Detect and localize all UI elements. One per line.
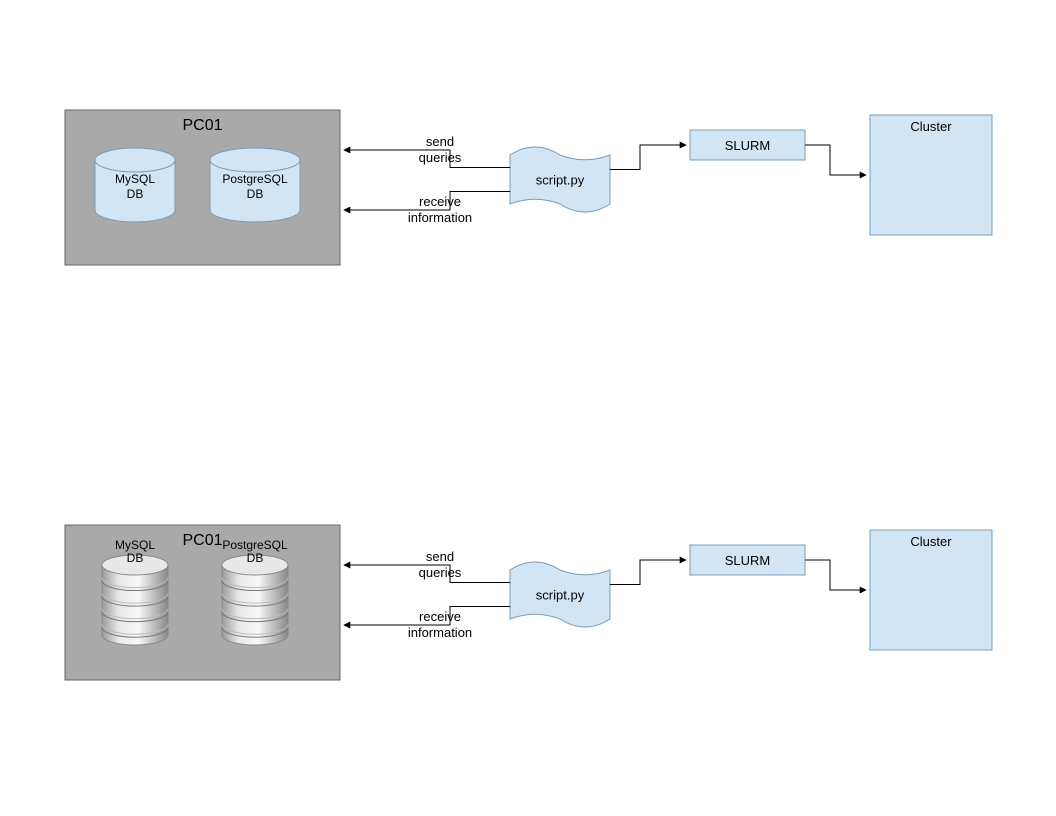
pc-title: PC01: [182, 117, 222, 134]
svg-text:MySQL: MySQL: [115, 172, 155, 186]
diagram-group: PC01MySQLDBPostgreSQLDBscript.pySLURMClu…: [65, 525, 992, 680]
svg-text:send: send: [426, 134, 454, 149]
svg-text:information: information: [408, 210, 472, 225]
svg-text:queries: queries: [419, 565, 462, 580]
svg-text:script.py: script.py: [536, 588, 585, 603]
svg-text:receive: receive: [419, 609, 461, 624]
svg-text:SLURM: SLURM: [725, 138, 771, 153]
svg-text:script.py: script.py: [536, 173, 585, 188]
svg-text:queries: queries: [419, 150, 462, 165]
svg-text:DB: DB: [247, 187, 264, 201]
svg-text:DB: DB: [127, 551, 144, 565]
svg-text:information: information: [408, 625, 472, 640]
edge-slurm-cluster: [805, 560, 866, 590]
diagram-group: PC01MySQLDBPostgreSQLDBscript.pySLURMClu…: [65, 110, 992, 265]
edge-script-slurm: [610, 145, 686, 170]
svg-text:DB: DB: [247, 551, 264, 565]
svg-text:MySQL: MySQL: [115, 538, 155, 552]
svg-text:SLURM: SLURM: [725, 553, 771, 568]
svg-text:DB: DB: [127, 187, 144, 201]
edge-script-slurm: [610, 560, 686, 585]
svg-text:PostgreSQL: PostgreSQL: [222, 172, 288, 186]
edge-slurm-cluster: [805, 145, 866, 175]
svg-text:receive: receive: [419, 194, 461, 209]
svg-text:Cluster: Cluster: [910, 534, 952, 549]
svg-text:PostgreSQL: PostgreSQL: [222, 538, 288, 552]
pc-title: PC01: [182, 532, 222, 549]
svg-text:send: send: [426, 549, 454, 564]
diagram-canvas: PC01MySQLDBPostgreSQLDBscript.pySLURMClu…: [0, 0, 1056, 816]
svg-text:Cluster: Cluster: [910, 119, 952, 134]
